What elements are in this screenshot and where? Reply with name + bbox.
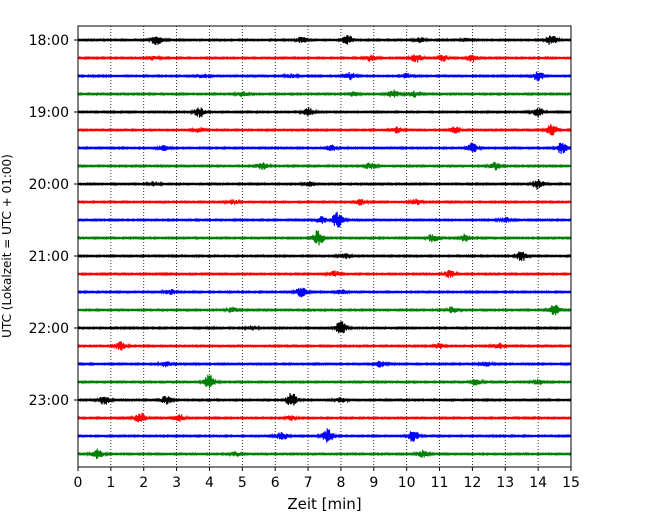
x-tick-label: 15 bbox=[562, 475, 580, 491]
y-tick-label: 22:00 bbox=[29, 321, 69, 337]
x-tick-label: 1 bbox=[106, 475, 115, 491]
x-tick-label: 13 bbox=[496, 475, 514, 491]
x-tick-label: 9 bbox=[369, 475, 378, 491]
x-tick-label: 5 bbox=[238, 475, 247, 491]
y-axis-title: UTC (Lokalzeit = UTC + 01:00) bbox=[0, 154, 14, 338]
x-tick-label: 3 bbox=[172, 475, 181, 491]
y-tick-label: 18:00 bbox=[29, 33, 69, 49]
y-tick-label: 23:00 bbox=[29, 393, 69, 409]
x-tick-label: 10 bbox=[398, 475, 416, 491]
x-tick-label: 2 bbox=[139, 475, 148, 491]
plot-frame bbox=[77, 25, 572, 468]
x-axis-title: Zeit [min] bbox=[287, 495, 361, 513]
y-axis-ticks: 18:00 19:00 20:00 21:00 22:00 23:00 bbox=[29, 33, 78, 409]
x-tick-label: 8 bbox=[336, 475, 345, 491]
x-tick-label: 0 bbox=[74, 475, 83, 491]
y-tick-label: 20:00 bbox=[29, 177, 69, 193]
seismic-traces bbox=[77, 35, 572, 460]
x-tick-label: 4 bbox=[205, 475, 214, 491]
x-tick-label: 12 bbox=[463, 475, 481, 491]
x-tick-label: 7 bbox=[304, 475, 313, 491]
x-tick-label: 6 bbox=[271, 475, 280, 491]
x-axis-ticks: 0 1 2 3 4 5 6 7 8 9 10 11 12 13 14 15 bbox=[74, 467, 580, 491]
y-tick-label: 21:00 bbox=[29, 249, 69, 265]
y-tick-label: 19:00 bbox=[29, 105, 69, 121]
x-tick-label: 11 bbox=[431, 475, 449, 491]
x-tick-label: 14 bbox=[529, 475, 547, 491]
